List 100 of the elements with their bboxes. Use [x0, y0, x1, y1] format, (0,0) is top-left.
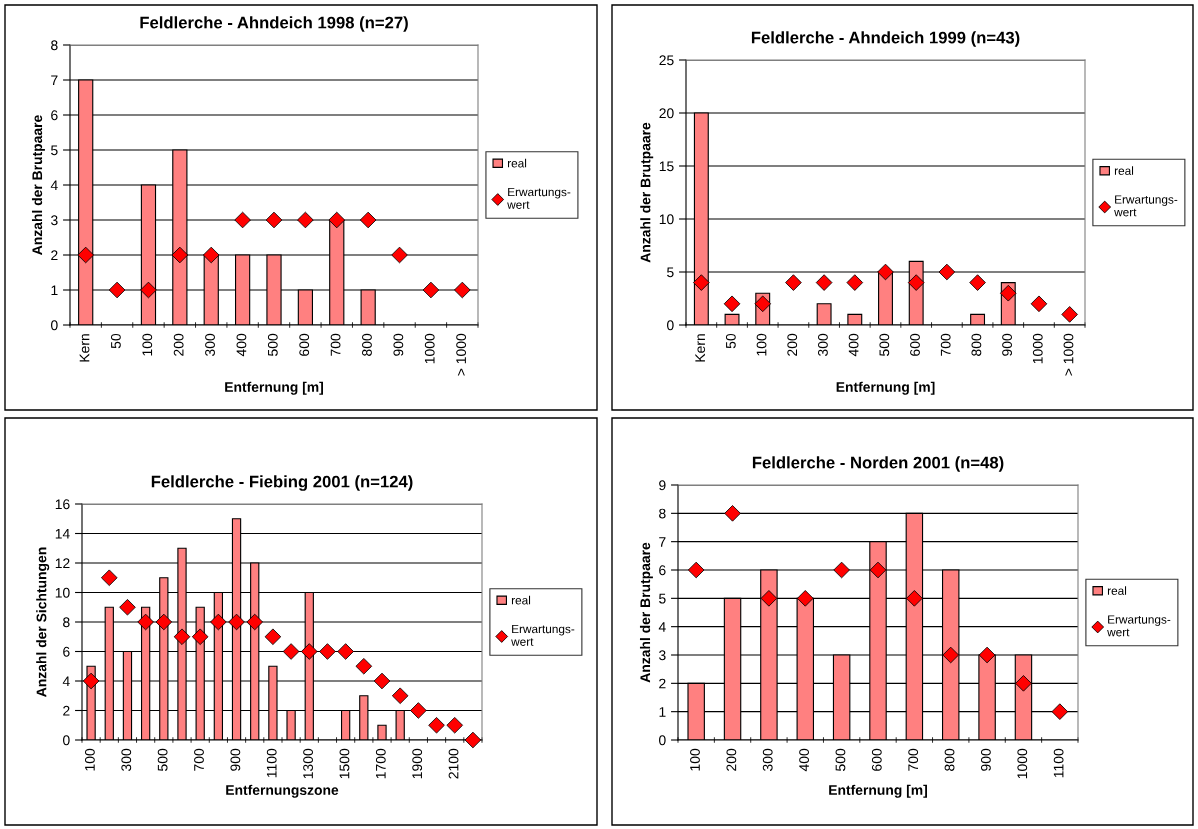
point	[77, 246, 94, 264]
legend-label: Erwartungs- wert	[507, 187, 571, 209]
x-tick-label: 900	[393, 333, 404, 356]
x-tick-label: 600	[299, 333, 310, 356]
y-tick-label: 25	[659, 55, 674, 66]
y-tick-label: 5	[659, 593, 666, 604]
x-tick-label: > 1000	[456, 333, 467, 376]
point	[234, 211, 251, 229]
y-tick-label: 2	[659, 678, 666, 689]
x-tick-label: 600	[871, 748, 882, 771]
y-axis-title: Anzahl der Brutpaare	[640, 122, 654, 263]
y-tick-label: 4	[62, 676, 70, 687]
x-tick-label: 800	[944, 748, 955, 771]
y-tick-label: 7	[51, 75, 58, 86]
x-tick-label: 1700	[375, 748, 386, 779]
y-tick-label: 0	[51, 320, 58, 331]
point	[1030, 295, 1048, 313]
x-tick-label: 1000	[1032, 333, 1043, 364]
x-tick-label: > 1000	[1063, 333, 1074, 376]
y-tick-label: 14	[55, 528, 70, 539]
y-tick-label: 6	[51, 110, 58, 121]
y-tick-label: 8	[659, 508, 666, 519]
x-tick-label: 50	[110, 333, 121, 349]
chart-title: Feldlerche - Ahndeich 1999 (n=43)	[751, 31, 1020, 47]
x-tick-label: 500	[267, 333, 278, 356]
x-axis-title: Entfernung [m]	[225, 381, 323, 395]
point	[297, 211, 314, 229]
point	[846, 274, 864, 291]
y-tick-label: 10	[659, 214, 674, 225]
x-tick-label: 300	[762, 748, 773, 771]
y-tick-label: 8	[51, 40, 58, 51]
y-tick-label: 6	[63, 646, 70, 657]
point	[173, 628, 191, 646]
legend-label: Erwartungs- wert	[1107, 615, 1171, 637]
chart-title: Feldlerche - Norden 2001 (n=48)	[752, 456, 1004, 472]
x-tick-label: 500	[157, 748, 168, 771]
point	[760, 590, 778, 607]
x-tick-label: 2100	[448, 748, 459, 779]
x-tick-label: 700	[194, 748, 204, 771]
point	[155, 613, 173, 631]
x-tick-label: 500	[835, 748, 846, 771]
x-tick-label: 200	[787, 333, 798, 356]
legend-label: real	[1107, 586, 1127, 595]
y-tick-label: 6	[659, 565, 666, 576]
x-tick-label: 100	[690, 748, 700, 771]
y-tick-label: 3	[659, 650, 666, 661]
x-tick-label: 400	[848, 333, 859, 357]
x-tick-label: 600	[910, 333, 920, 356]
point	[210, 613, 227, 631]
y-tick-label: 1	[51, 285, 58, 296]
y-tick-label: 8	[63, 617, 70, 628]
y-axis-title: Anzahl der Sichtungen	[36, 547, 50, 697]
x-tick-label: 800	[362, 333, 372, 356]
x-tick-label: 300	[121, 748, 132, 771]
x-tick-label: 1000	[1017, 748, 1028, 779]
chart-title: Feldlerche - Fiebing 2001 (n=124)	[151, 475, 413, 491]
x-tick-label: Kern	[695, 334, 706, 362]
legend-label: real	[507, 158, 527, 168]
point	[391, 246, 408, 264]
y-tick-label: 2	[63, 705, 70, 716]
x-tick-label: 1100	[1053, 748, 1064, 778]
x-tick-label: 400	[236, 333, 247, 357]
x-tick-label: 200	[173, 333, 184, 356]
y-tick-label: 4	[50, 180, 58, 191]
y-tick-label: 5	[51, 145, 58, 156]
x-tick-label: 500	[879, 333, 890, 356]
y-axis-title: Anzahl der Brutpaare	[31, 115, 45, 255]
x-tick-label: 200	[726, 748, 737, 771]
x-tick-label: 300	[818, 333, 828, 356]
y-tick-label: 16	[55, 499, 70, 510]
x-axis-title: Entfernung [m]	[829, 784, 927, 798]
y-tick-label: 12	[55, 558, 70, 569]
x-axis-title: Entfernungszone	[226, 784, 339, 798]
point	[282, 643, 300, 660]
y-tick-label: 4	[658, 622, 666, 632]
x-tick-label: 300	[205, 333, 215, 356]
legend-label: Erwartungs- wert	[511, 624, 575, 646]
y-tick-label: 10	[55, 587, 70, 598]
x-tick-label: 900	[1002, 333, 1012, 356]
chart-title: Feldlerche - Ahndeich 1998 (n=27)	[140, 16, 408, 32]
legend-label: Erwartungs- wert	[1114, 195, 1178, 217]
y-axis-title: Anzahl der Brutpaare	[639, 542, 653, 683]
x-tick-label: 700	[330, 333, 341, 356]
y-tick-label: 0	[667, 320, 674, 331]
legend-label: real	[511, 595, 531, 605]
point	[454, 281, 471, 299]
y-tick-label: 2	[51, 250, 58, 261]
x-tick-label: 50	[725, 333, 736, 349]
x-tick-label: 1300	[303, 748, 313, 779]
x-tick-label: 700	[908, 748, 919, 771]
x-tick-label: 1900	[412, 748, 423, 779]
y-tick-label: 20	[659, 108, 674, 119]
x-tick-label: 100	[142, 333, 153, 356]
x-tick-label: 1100	[266, 748, 277, 778]
y-tick-label: 3	[51, 215, 58, 226]
y-tick-label: 9	[659, 480, 666, 491]
x-tick-label: 400	[799, 748, 809, 772]
x-tick-label: 800	[971, 333, 982, 356]
x-tick-label: 900	[230, 748, 241, 771]
y-tick-label: 1	[659, 707, 666, 717]
